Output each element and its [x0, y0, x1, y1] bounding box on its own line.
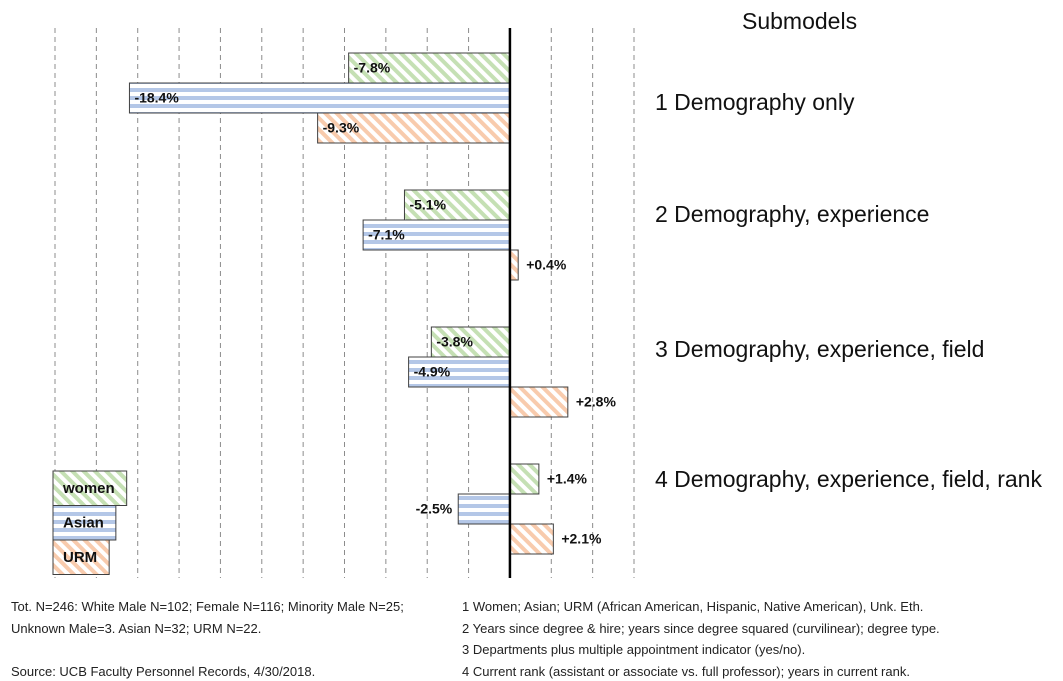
bar — [408, 356, 511, 388]
bar — [128, 82, 511, 114]
value-label: -2.5% — [416, 501, 453, 517]
category-title: Submodels — [742, 8, 858, 34]
legend-label: URM — [63, 549, 97, 566]
value-label: -5.1% — [409, 197, 446, 213]
note-left: Tot. N=246: White Male N=102; Female N=1… — [11, 599, 404, 636]
category-label: 3 Demography, experience, field — [655, 336, 985, 362]
bar — [457, 493, 511, 525]
value-label: -4.9% — [414, 364, 451, 380]
legend-swatch — [52, 539, 110, 575]
note-right: 4 Current rank (assistant or associate v… — [462, 663, 910, 679]
category-label: 1 Demography only — [655, 89, 855, 115]
legend-label: Asian — [63, 515, 104, 532]
note-right: 2 Years since degree & hire; years since… — [462, 620, 940, 636]
value-label: -18.4% — [134, 90, 179, 106]
bar — [509, 523, 554, 555]
note-right: 1 Women; Asian; URM (African American, H… — [462, 599, 924, 614]
bar — [317, 112, 511, 144]
source: Source: UCB Faculty Personnel Records, 4… — [11, 664, 316, 679]
value-label: -3.8% — [436, 334, 473, 350]
legend-swatch — [52, 505, 117, 541]
value-label: -9.3% — [323, 120, 360, 136]
value-label: +1.4% — [547, 471, 588, 487]
category-label: 2 Demography, experience — [655, 201, 930, 227]
legend-label: women — [62, 480, 115, 497]
bar — [509, 463, 540, 495]
value-label: +2.1% — [561, 531, 602, 547]
value-label: -7.8% — [354, 60, 391, 76]
value-label: +0.4% — [526, 257, 567, 273]
bar — [403, 189, 511, 221]
bar — [509, 386, 569, 418]
value-label: +2.8% — [576, 394, 617, 410]
legend-swatch — [52, 470, 128, 506]
bar — [362, 219, 511, 251]
note-right: 3 Departments plus multiple appointment … — [462, 642, 806, 657]
category-label: 4 Demography, experience, field, rank — [655, 466, 1042, 492]
value-label: -7.1% — [368, 227, 405, 243]
